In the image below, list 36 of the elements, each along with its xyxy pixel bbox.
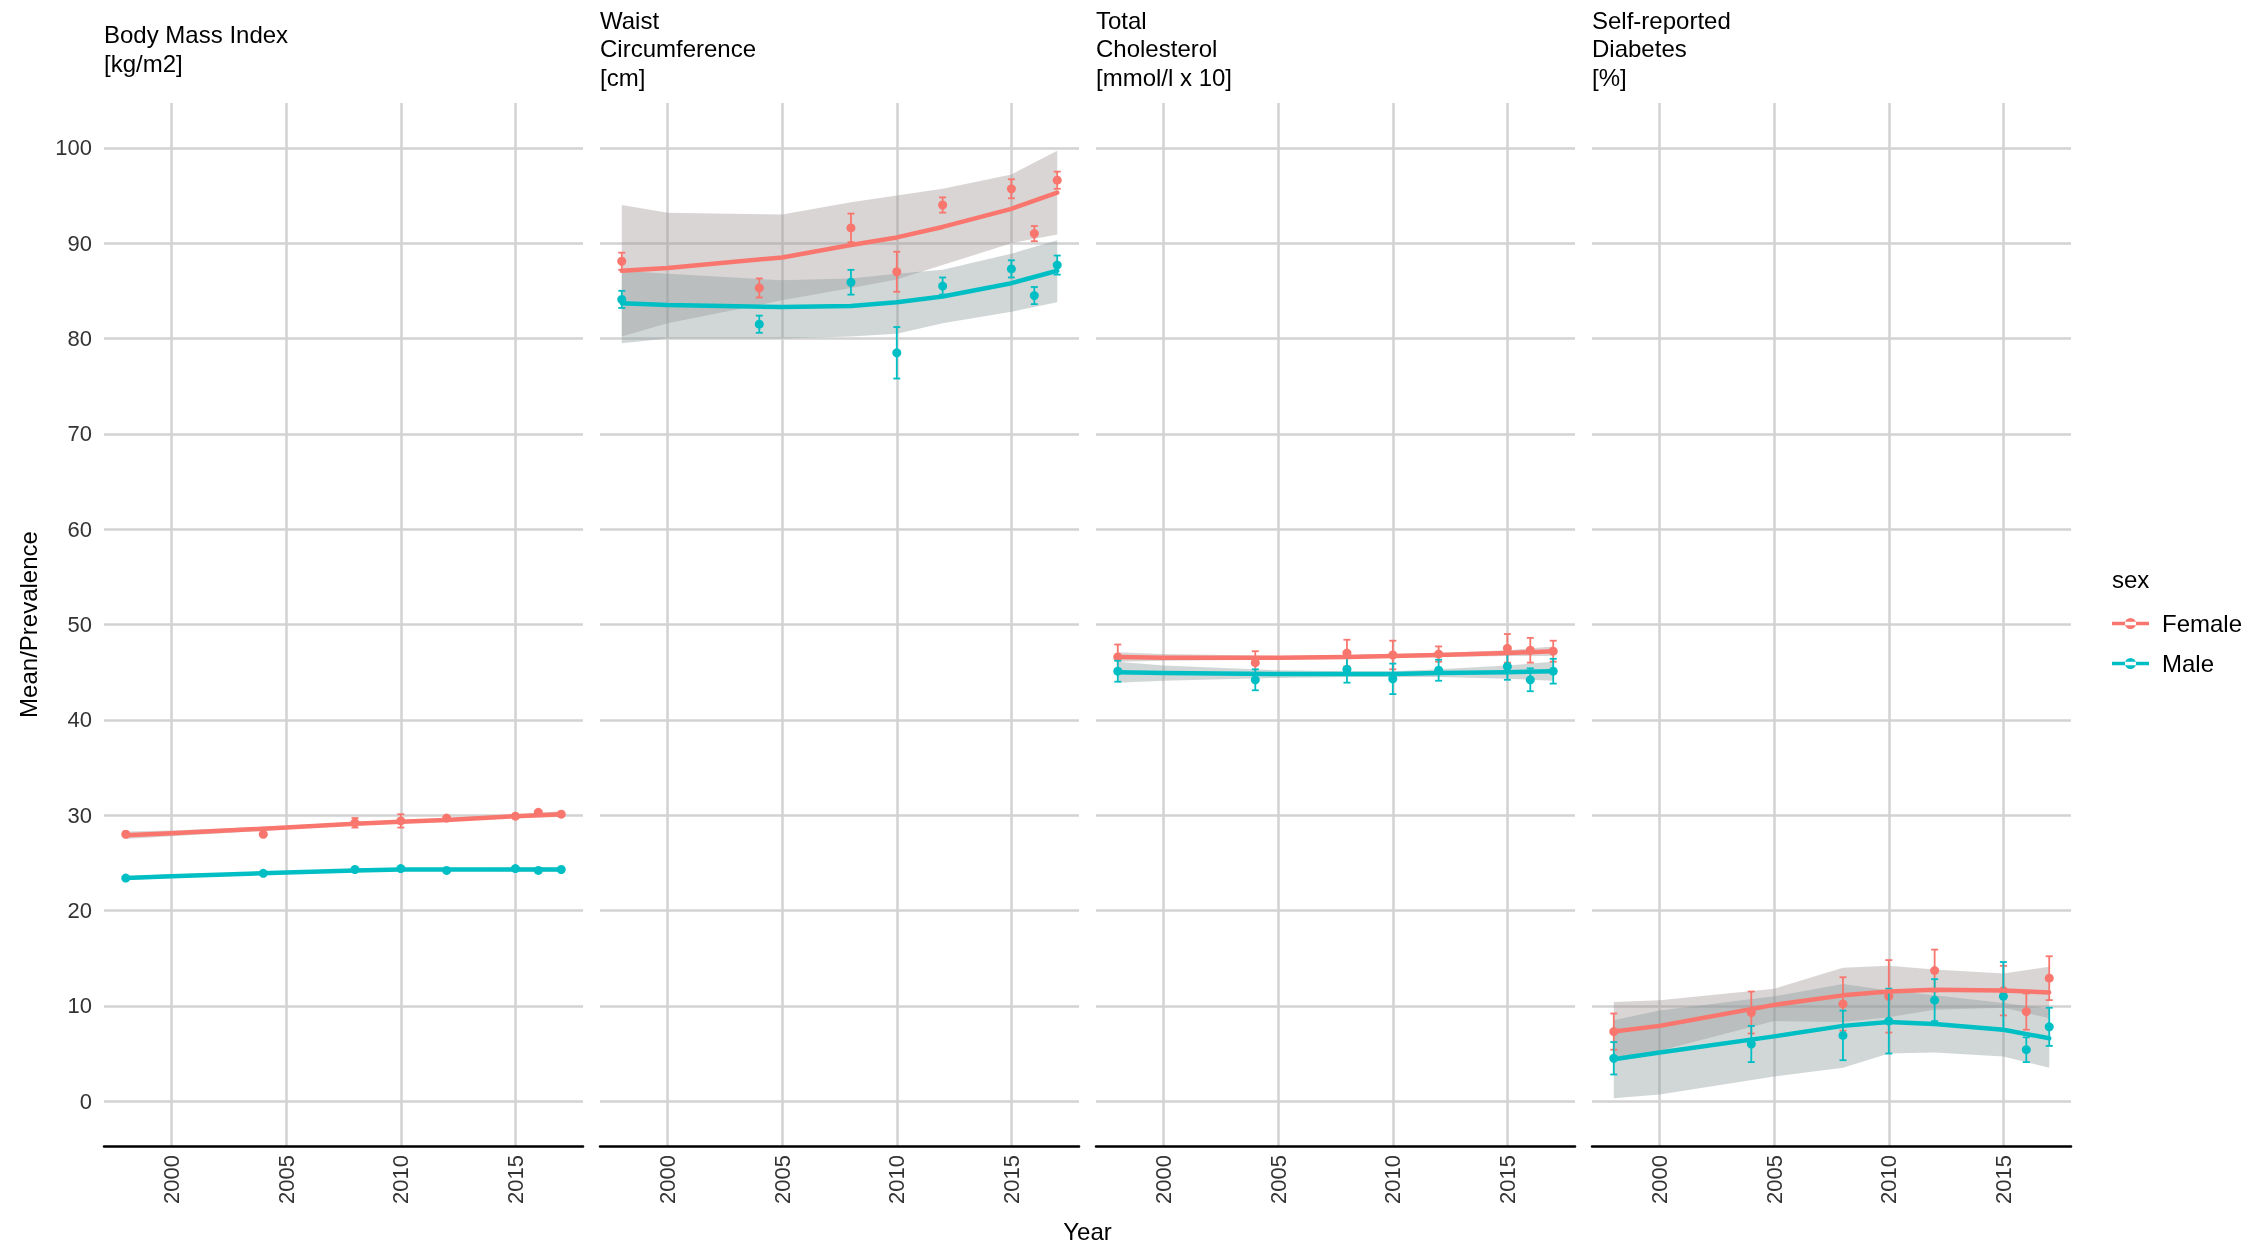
x-tick-label: 2015 xyxy=(1990,1155,2016,1204)
y-tick-label: 100 xyxy=(55,135,92,161)
x-tick-label: 2005 xyxy=(1761,1155,1787,1204)
x-tick-label: 2015 xyxy=(502,1155,528,1204)
y-tick-label: 80 xyxy=(67,325,92,351)
x-tick-label: 2010 xyxy=(884,1155,910,1204)
y-tick-label: 90 xyxy=(67,230,92,256)
x-axis-title: Year xyxy=(1063,1218,1112,1246)
chart-title: Self-reported Diabetes [%] xyxy=(1592,6,1731,92)
x-tick-label: 2010 xyxy=(1876,1155,1902,1204)
y-axis-title: Mean/Prevalence xyxy=(14,531,42,718)
y-tick-label: 70 xyxy=(67,421,92,447)
y-tick-label: 60 xyxy=(67,516,92,542)
x-tick-label: 2015 xyxy=(998,1155,1024,1204)
x-tick-label: 2005 xyxy=(273,1155,299,1204)
x-tick-label: 2000 xyxy=(1151,1155,1177,1204)
x-tick-label: 2015 xyxy=(1494,1155,1520,1204)
x-tick-label: 2000 xyxy=(159,1155,185,1204)
y-tick-label: 20 xyxy=(67,898,92,924)
x-tick-label: 2005 xyxy=(769,1155,795,1204)
x-tick-label: 2000 xyxy=(1647,1155,1673,1204)
legend-label: Female xyxy=(2162,610,2243,637)
y-tick-label: 10 xyxy=(67,993,92,1019)
y-tick-label: 50 xyxy=(67,612,92,637)
y-tick-label: 30 xyxy=(67,802,92,828)
x-tick-label: 2010 xyxy=(1380,1155,1406,1204)
y-tick-label: 0 xyxy=(79,1088,92,1114)
x-tick-label: 2005 xyxy=(1265,1155,1291,1204)
chart-title: Total Cholesterol [mmol/l x 10] xyxy=(1096,6,1233,92)
x-tick-label: 2010 xyxy=(388,1155,414,1204)
legend-label: Male xyxy=(2162,650,2215,677)
legend-title: sex xyxy=(2112,566,2150,593)
x-tick-label: 2000 xyxy=(655,1155,681,1204)
chart-title: Body Mass Index [kg/m2] xyxy=(104,21,289,77)
y-tick-label: 40 xyxy=(67,707,92,733)
chart-title: Waist Circumference [cm] xyxy=(600,6,757,92)
